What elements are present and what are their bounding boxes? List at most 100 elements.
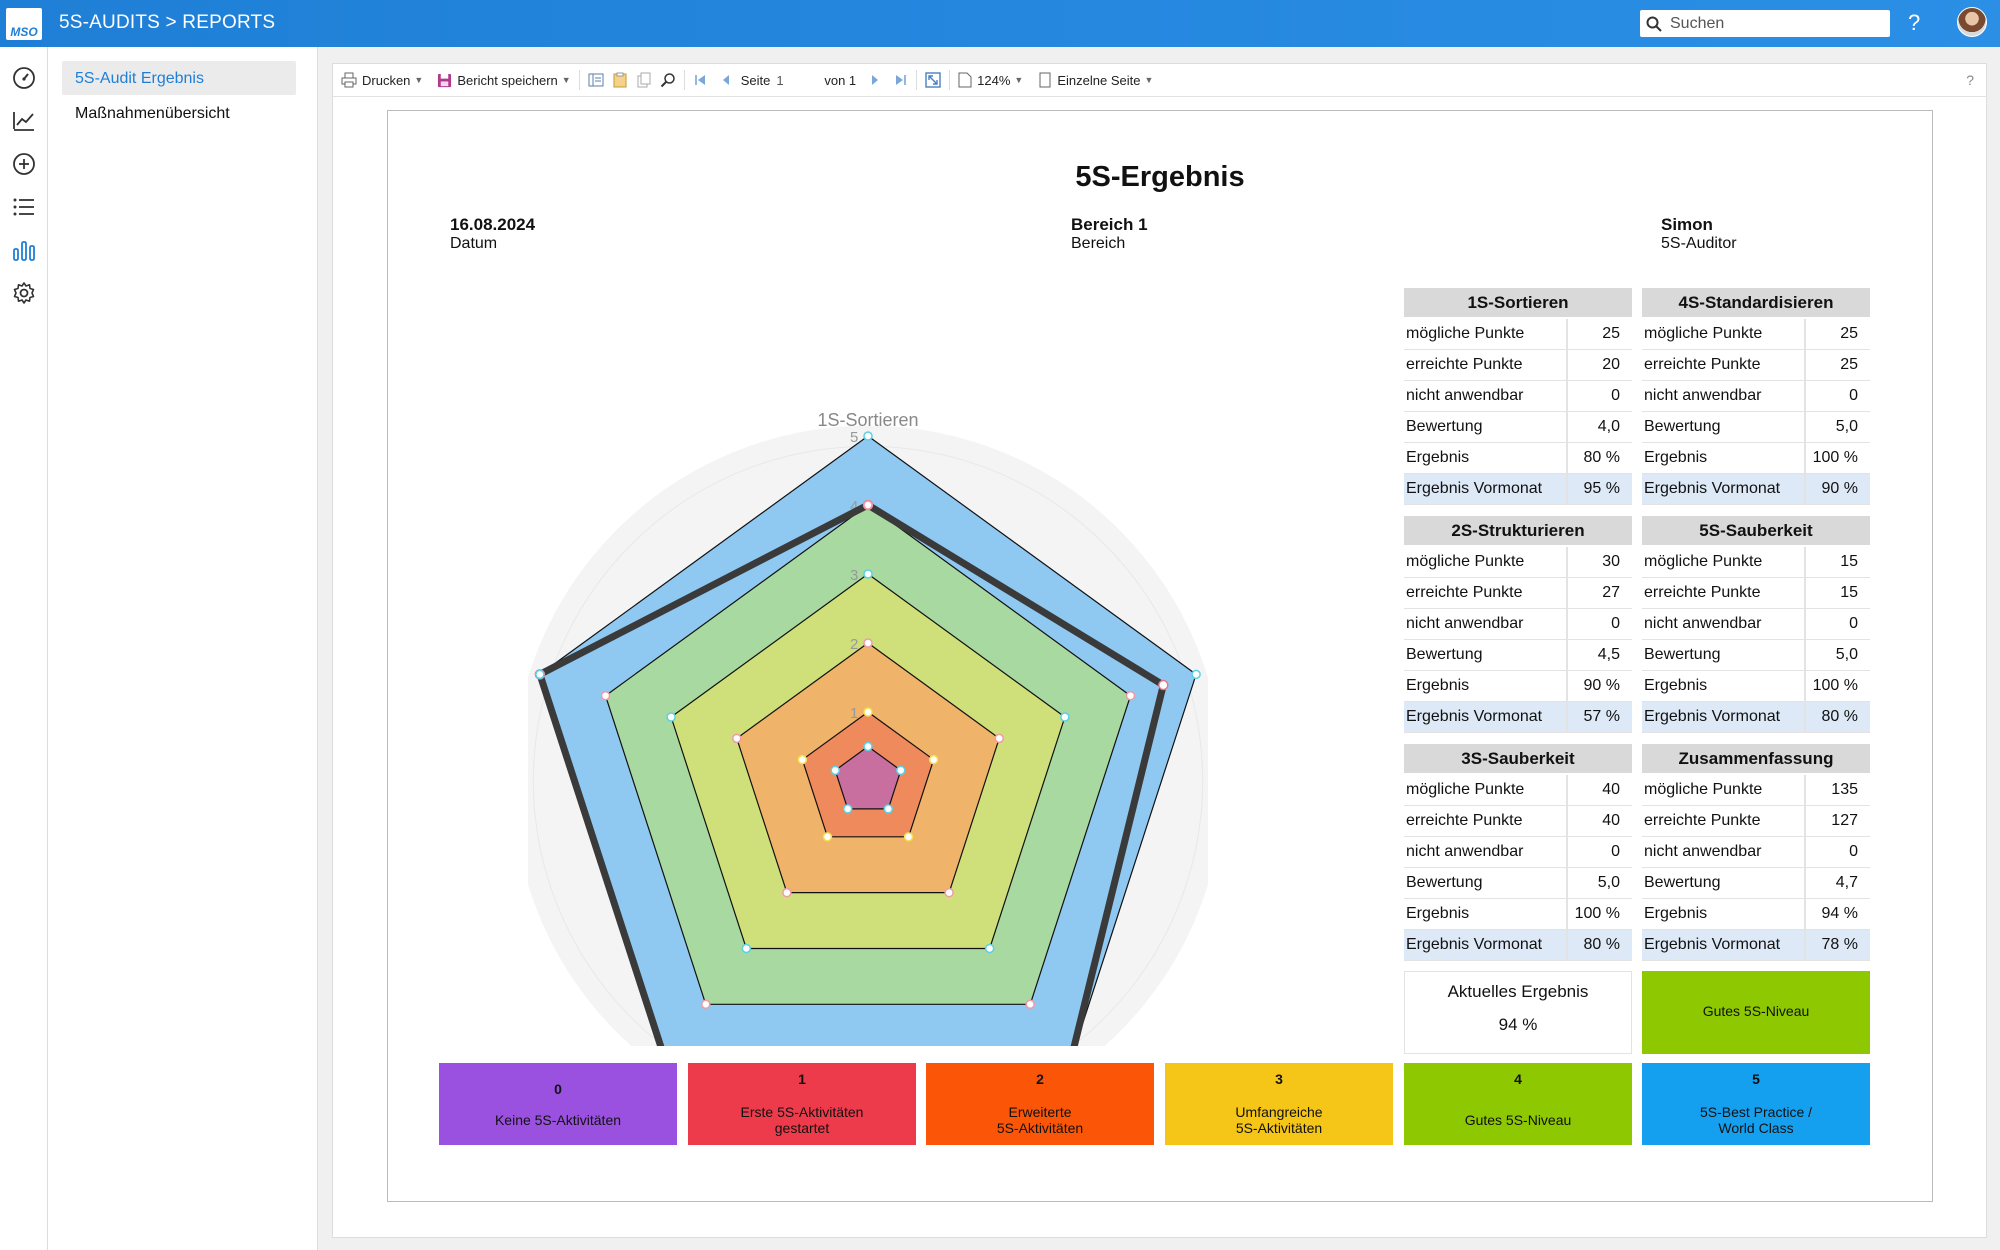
row-value: 0 xyxy=(1849,387,1858,404)
help-icon[interactable]: ? xyxy=(1908,10,1921,35)
row-label: Bewertung xyxy=(1404,640,1568,670)
legend-level-5: 5 5S-Best Practice / World Class xyxy=(1642,1063,1870,1145)
table-header: 3S-Sauberkeit xyxy=(1404,744,1632,773)
row-label: mögliche Punkte xyxy=(1642,547,1806,577)
row-value: 57 % xyxy=(1583,708,1620,725)
score-table: 1S-Sortieren mögliche Punkte 25 erreichte P… xyxy=(1404,288,1632,505)
zoom-dropdown[interactable]: 124% ▼ xyxy=(958,72,1023,88)
report-toolbar: Drucken ▼ Bericht speichern ▼ Seite xyxy=(333,64,1986,97)
save-report-label: Bericht speichern xyxy=(457,72,558,88)
search-box[interactable] xyxy=(1640,10,1890,37)
view-mode-dropdown[interactable]: Einzelne Seite ▼ xyxy=(1039,72,1153,88)
table-row: Ergebnis 100 % xyxy=(1642,671,1870,702)
last-page-icon[interactable] xyxy=(894,73,908,87)
table-row: Bewertung 4,7 xyxy=(1642,868,1870,899)
parameters-icon[interactable] xyxy=(612,72,628,88)
save-report-button[interactable]: Bericht speichern ▼ xyxy=(437,72,571,88)
row-value: 127 xyxy=(1831,812,1858,829)
radar-band-point xyxy=(666,712,676,722)
bar-chart-icon[interactable] xyxy=(11,237,37,263)
row-label: mögliche Punkte xyxy=(1404,319,1568,349)
nav-item-audit-result[interactable]: 5S-Audit Ergebnis xyxy=(62,61,296,95)
level-badge-label: Gutes 5S-Niveau xyxy=(1702,1003,1810,1019)
toolbar-divider xyxy=(949,70,951,90)
current-result-value: 94 % xyxy=(1498,1015,1538,1034)
table-row: erreichte Punkte 15 xyxy=(1642,578,1870,609)
app-logo[interactable]: MSO xyxy=(6,8,42,40)
table-row: Ergebnis 80 % xyxy=(1404,443,1632,474)
legend-label: Erweiterte 5S-Aktivitäten xyxy=(996,1104,1084,1136)
row-value: 80 % xyxy=(1583,449,1620,466)
first-page-icon[interactable] xyxy=(693,73,707,87)
row-label: Bewertung xyxy=(1404,412,1568,442)
radar-band-point xyxy=(1060,712,1070,722)
add-circle-icon[interactable] xyxy=(11,151,37,177)
row-value: 4,7 xyxy=(1835,874,1858,891)
row-label: Ergebnis xyxy=(1404,671,1568,701)
find-icon[interactable] xyxy=(660,72,676,88)
table-row: Ergebnis Vormonat 80 % xyxy=(1404,930,1632,961)
avatar[interactable] xyxy=(1957,7,1987,37)
row-label: mögliche Punkte xyxy=(1642,775,1806,805)
legend-label: 5S-Best Practice / World Class xyxy=(1699,1104,1813,1136)
date-value: 16.08.2024 xyxy=(450,215,536,234)
radar-band-point xyxy=(863,741,873,752)
table-row: nicht anwendbar 0 xyxy=(1404,837,1632,868)
table-header: 5S-Sauberkeit xyxy=(1642,516,1870,545)
area-block: Bereich 1 Bereich xyxy=(1071,215,1148,253)
copy-icon[interactable] xyxy=(636,72,652,88)
table-row: erreichte Punkte 127 xyxy=(1642,806,1870,837)
radar-band-point xyxy=(863,707,873,717)
table-header: 2S-Strukturieren xyxy=(1404,516,1632,545)
view-mode-value: Einzelne Seite xyxy=(1057,72,1141,88)
table-row: Ergebnis Vormonat 90 % xyxy=(1642,474,1870,505)
document-map-icon[interactable] xyxy=(588,72,604,88)
score-table: 2S-Strukturieren mögliche Punkte 30 erreich… xyxy=(1404,516,1632,733)
row-label: Ergebnis xyxy=(1404,899,1568,929)
radar-band-point xyxy=(896,765,906,776)
dashboard-icon[interactable] xyxy=(11,65,37,91)
row-value: 30 xyxy=(1602,553,1620,570)
fullscreen-icon[interactable] xyxy=(925,72,941,88)
radar-tick-label: 3 xyxy=(850,567,858,584)
table-row: erreichte Punkte 25 xyxy=(1642,350,1870,381)
search-input[interactable] xyxy=(1670,14,1870,33)
page-number-input[interactable] xyxy=(776,70,825,90)
row-value: 25 xyxy=(1602,325,1620,342)
next-page-icon[interactable] xyxy=(870,73,880,87)
toolbar-help-icon[interactable]: ? xyxy=(1966,72,1974,88)
app-title[interactable]: 5S-AUDITS > REPORTS xyxy=(59,12,276,33)
row-value: 94 % xyxy=(1821,905,1858,922)
gear-icon[interactable] xyxy=(11,280,37,306)
table-header: 4S-Standardisieren xyxy=(1642,288,1870,317)
radar-band-point xyxy=(822,832,833,842)
legend-label: Gutes 5S-Niveau xyxy=(1464,1112,1572,1128)
trend-chart-icon[interactable] xyxy=(11,108,37,134)
previous-page-icon[interactable] xyxy=(721,73,731,87)
chevron-down-icon: ▼ xyxy=(414,75,424,85)
row-value: 20 xyxy=(1602,356,1620,373)
table-row: Ergebnis Vormonat 78 % xyxy=(1642,930,1870,961)
legend-label: Keine 5S-Aktivitäten xyxy=(494,1112,622,1128)
radar-band-point xyxy=(842,804,853,814)
row-value: 27 xyxy=(1602,584,1620,601)
print-button[interactable]: Drucken ▼ xyxy=(341,72,423,88)
radar-band-point xyxy=(732,733,742,744)
table-row: Ergebnis 94 % xyxy=(1642,899,1870,930)
row-label: Ergebnis xyxy=(1404,443,1568,473)
legend-number: 2 xyxy=(1036,1071,1044,1087)
radar-tick-label: 1 xyxy=(850,705,858,722)
table-row: erreichte Punkte 20 xyxy=(1404,350,1632,381)
list-icon[interactable] xyxy=(11,194,37,220)
row-label: erreichte Punkte xyxy=(1404,578,1568,608)
nav-item-measures-overview[interactable]: Maßnahmenübersicht xyxy=(75,105,230,122)
row-label: Bewertung xyxy=(1642,640,1806,670)
row-value: 100 % xyxy=(1812,677,1858,694)
radar-series-point xyxy=(1158,679,1169,691)
table-row: mögliche Punkte 40 xyxy=(1404,775,1632,806)
row-label: nicht anwendbar xyxy=(1642,381,1806,411)
date-block: 16.08.2024 Datum xyxy=(450,215,535,253)
radar-band-point xyxy=(600,690,611,701)
row-value: 5,0 xyxy=(1835,646,1858,663)
table-row: erreichte Punkte 27 xyxy=(1404,578,1632,609)
